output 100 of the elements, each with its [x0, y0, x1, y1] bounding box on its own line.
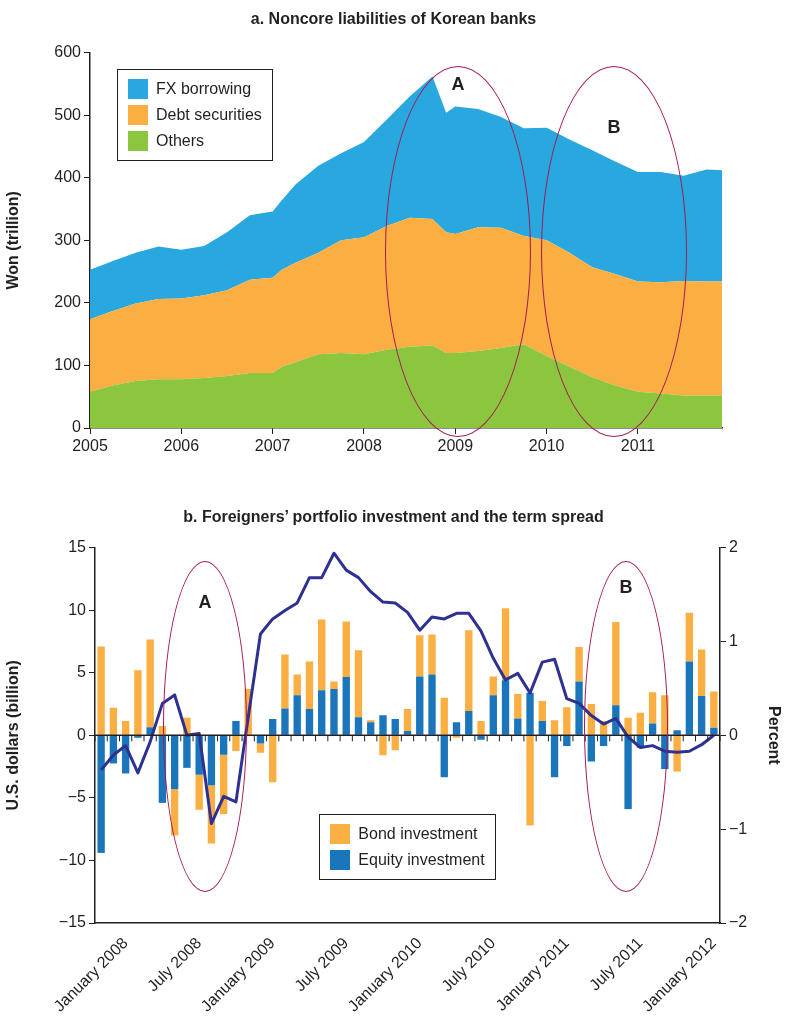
annotation: A [198, 591, 212, 612]
y-tick-label: −10 [58, 850, 87, 868]
bar [538, 720, 546, 735]
bar [440, 735, 448, 778]
bar [97, 646, 105, 735]
bar [624, 735, 632, 810]
bar [232, 735, 240, 751]
bar [526, 735, 534, 826]
bar [440, 697, 448, 735]
legend-label: FX borrowing [156, 79, 252, 98]
bar [354, 717, 363, 735]
bar [575, 647, 583, 682]
x-tick-label: 2005 [72, 437, 108, 455]
bar [452, 722, 461, 735]
y2-tick-label: 0 [729, 725, 738, 743]
bar [599, 735, 608, 746]
y-tick-label: 300 [54, 230, 82, 248]
x-tick-label: 2011 [620, 437, 656, 455]
bar [501, 680, 510, 735]
bar [146, 639, 154, 728]
bar [318, 690, 326, 735]
bar [477, 735, 485, 740]
bar [477, 720, 485, 735]
bar [391, 735, 399, 751]
chart-title: b. Foreigners’ portfolio investment and the term spread [182, 508, 605, 526]
y-tick-label: 0 [77, 725, 87, 743]
bar [489, 676, 497, 696]
y-tick-label: 400 [54, 168, 82, 186]
bar [379, 735, 387, 756]
y2-tick-label: −1 [729, 819, 748, 837]
bar [465, 710, 473, 735]
bar [416, 635, 424, 677]
x-tick-label: 2007 [254, 437, 291, 455]
bar [256, 743, 265, 753]
y-axis-title: Won (trillion) [4, 191, 22, 290]
bar [452, 735, 461, 738]
bar [563, 735, 571, 746]
annotation: A [451, 73, 465, 94]
annotation: B [619, 576, 633, 597]
bar [232, 720, 240, 735]
bar [697, 695, 706, 735]
y2-tick-label: 2 [729, 538, 738, 556]
bar [501, 608, 510, 681]
y-tick-label: 500 [54, 105, 82, 123]
bar [489, 695, 497, 735]
bar [526, 692, 534, 735]
bar [612, 622, 620, 706]
bar [342, 621, 350, 678]
y-tick-label: −15 [58, 913, 87, 931]
bar [624, 717, 632, 735]
bar [587, 735, 595, 762]
bar [207, 735, 216, 786]
y2-tick-label: 1 [729, 631, 738, 649]
bar [416, 676, 424, 735]
legend-label: Debt securities [156, 105, 262, 124]
bar [269, 735, 277, 783]
bar [636, 712, 645, 735]
bar [514, 718, 522, 735]
bar [648, 723, 657, 735]
bar [575, 681, 583, 735]
bar [514, 694, 522, 719]
bar [269, 719, 277, 735]
bar [550, 720, 559, 735]
bar [134, 670, 142, 735]
bar [170, 735, 179, 790]
bar [465, 630, 473, 711]
legend-label: Others [156, 131, 205, 150]
bar [109, 707, 118, 735]
y-tick-label: −5 [67, 788, 87, 806]
bar [379, 715, 387, 735]
legend-label: Bond investment [358, 825, 478, 843]
bar [293, 695, 301, 735]
bar [330, 681, 338, 689]
bar [97, 735, 105, 853]
y-tick-label: 15 [68, 538, 87, 556]
bar [428, 634, 436, 675]
bar [710, 691, 718, 728]
bar [318, 619, 326, 691]
annotation: B [607, 116, 621, 137]
chart-title: a. Noncore liabilities of Korean banks [249, 10, 538, 28]
bar [220, 735, 228, 755]
y-tick-label: 10 [68, 600, 87, 618]
y-tick-label: 0 [72, 418, 82, 436]
x-tick-label: 2010 [528, 437, 565, 455]
bar [305, 709, 314, 735]
x-tick-label: 2006 [163, 437, 200, 455]
bar [403, 730, 412, 735]
bar [391, 719, 399, 735]
bar [563, 707, 571, 735]
y2-tick-label: −2 [729, 913, 748, 931]
bar [428, 674, 436, 735]
y-tick-label: 100 [54, 355, 82, 373]
bar [685, 661, 694, 735]
bar [550, 735, 559, 778]
bar [183, 735, 191, 768]
y2-axis-title: Percent [765, 705, 783, 766]
bar [134, 735, 142, 738]
bar [697, 649, 706, 696]
x-tick-label: 2009 [437, 437, 474, 455]
y-axis-title: U.S. dollars (billion) [4, 660, 22, 811]
